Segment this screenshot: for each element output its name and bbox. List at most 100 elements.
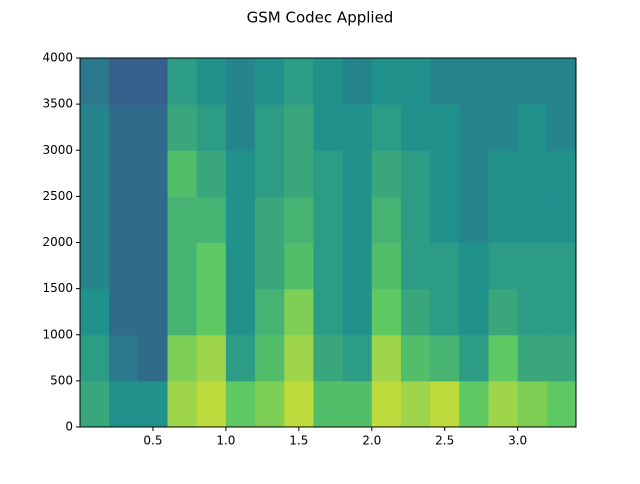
heat-cell [138, 196, 169, 243]
heat-cell [80, 288, 110, 336]
heat-cell [196, 150, 227, 197]
heat-cell [517, 334, 548, 382]
heat-cell [430, 104, 460, 151]
x-tick-label: 2.5 [435, 434, 454, 448]
heat-cell [138, 242, 169, 290]
heat-cell [400, 288, 431, 336]
heat-cell [138, 334, 169, 382]
heat-cell [255, 242, 285, 290]
chart-title: GSM Codec Applied [247, 9, 394, 27]
heat-cell [400, 380, 431, 428]
y-tick-label: 0 [65, 420, 73, 434]
heat-cell [488, 380, 519, 428]
heat-cell [80, 150, 110, 197]
heat-cell [488, 242, 519, 290]
heat-cell [342, 380, 373, 428]
heat-cell [430, 380, 460, 428]
heat-cell [400, 196, 431, 243]
heat-cell [80, 242, 110, 290]
heat-cell [488, 334, 519, 382]
heat-cell [430, 150, 460, 197]
heat-cell [80, 104, 110, 151]
heat-cell [342, 150, 373, 197]
heat-cell [459, 288, 489, 336]
heat-cell [459, 380, 489, 428]
heat-cell [80, 58, 110, 105]
heat-cell [546, 196, 577, 243]
heat-cell [517, 150, 548, 197]
heat-cell [109, 380, 139, 428]
heat-cell [371, 196, 402, 243]
heat-cell [138, 288, 169, 336]
heat-cell [167, 288, 198, 336]
heat-cell [109, 104, 139, 151]
heat-cell [517, 242, 548, 290]
heat-cell [459, 196, 489, 243]
heat-cell [546, 58, 577, 105]
heat-cell [284, 288, 314, 336]
heat-cell [109, 196, 139, 243]
heat-cell [255, 380, 285, 428]
heat-cell [255, 334, 285, 382]
heat-cell [313, 288, 344, 336]
heat-cell [313, 380, 344, 428]
heat-cell [517, 380, 548, 428]
y-tick-label: 3500 [42, 97, 73, 111]
y-tick-label: 4000 [42, 51, 73, 65]
heat-cell [196, 104, 227, 151]
heat-cell [488, 150, 519, 197]
heat-cell [80, 334, 110, 382]
heat-cell [546, 288, 577, 336]
heat-cell [167, 380, 198, 428]
heat-cell [430, 242, 460, 290]
heat-cell [167, 104, 198, 151]
heat-cell [342, 242, 373, 290]
heat-cell [488, 58, 519, 105]
heat-cell [196, 242, 227, 290]
heat-cell [284, 242, 314, 290]
heat-cell [138, 150, 169, 197]
heat-cell [342, 334, 373, 382]
heat-cell [313, 58, 344, 105]
heat-cell [488, 196, 519, 243]
heat-cell [459, 334, 489, 382]
heat-cell [342, 288, 373, 336]
heat-cell [342, 104, 373, 151]
heat-cell [459, 58, 489, 105]
heat-cell [371, 380, 402, 428]
heat-cell [80, 196, 110, 243]
heat-cell [284, 196, 314, 243]
heat-cell [400, 58, 431, 105]
heat-cell [313, 242, 344, 290]
heat-cell [138, 380, 169, 428]
heat-cell [400, 150, 431, 197]
heat-cell [167, 334, 198, 382]
heat-cell [430, 334, 460, 382]
heat-cell [138, 58, 169, 105]
heat-cell [546, 334, 577, 382]
heat-cell [255, 58, 285, 105]
heat-cell [225, 334, 256, 382]
x-tick-label: 1.5 [289, 434, 308, 448]
heat-cell [546, 242, 577, 290]
heat-cell [430, 288, 460, 336]
heat-cell [284, 150, 314, 197]
heat-cell [430, 58, 460, 105]
heat-cell [342, 196, 373, 243]
heat-cell [313, 150, 344, 197]
heat-cell [225, 104, 256, 151]
heat-cell [517, 58, 548, 105]
heat-cell [109, 150, 139, 197]
y-tick-label: 1000 [42, 327, 73, 341]
heat-cell [167, 242, 198, 290]
x-tick-label: 1.0 [216, 434, 235, 448]
heat-cell [517, 104, 548, 151]
heat-cell [196, 380, 227, 428]
heat-cell [196, 334, 227, 382]
y-tick-label: 1500 [42, 281, 73, 295]
heat-cell [196, 196, 227, 243]
heat-cell [225, 196, 256, 243]
heat-cell [488, 288, 519, 336]
x-tick-label: 2.0 [362, 434, 381, 448]
